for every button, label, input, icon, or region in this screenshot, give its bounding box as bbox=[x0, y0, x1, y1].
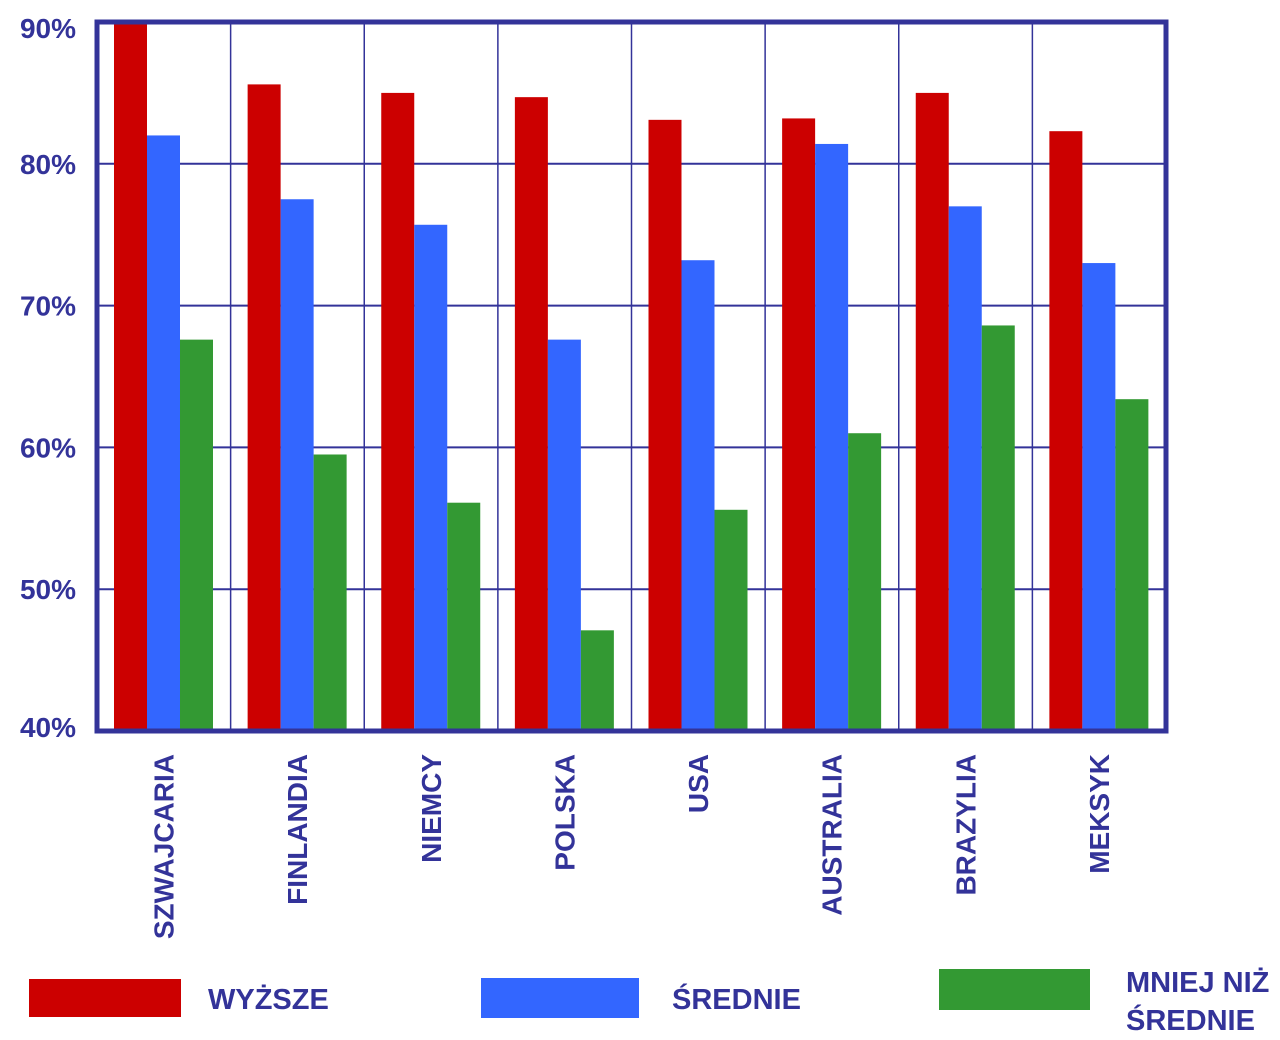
bar-meksyk-srednie bbox=[1082, 263, 1116, 731]
legend: WYŻSZE ŚREDNIE MNIEJ NIŻ ŚREDNIE bbox=[29, 967, 1269, 1037]
legend-swatch-mniej-niz-srednie bbox=[939, 969, 1090, 1010]
plot-border bbox=[94, 19, 1169, 734]
x-category-label-meksyk: MEKSYK bbox=[1084, 754, 1115, 874]
x-category-label-szwajcaria: SZWAJCARIA bbox=[149, 754, 180, 939]
y-tick-label-60: 60% bbox=[20, 432, 76, 463]
y-tick-label-50: 50% bbox=[20, 574, 76, 605]
bar-polska-wyzsze bbox=[514, 97, 548, 732]
bar-brazylia-srednie bbox=[948, 206, 982, 732]
bar-finlandia-srednie bbox=[280, 199, 314, 731]
bar-usa-mniej-niz-srednie bbox=[714, 509, 748, 731]
x-axis-categories: SZWAJCARIA FINLANDIA NIEMCY POLSKA USA AUSTRA… bbox=[149, 754, 1115, 939]
bar-szwajcaria-wyzsze bbox=[114, 22, 147, 731]
legend-swatch-wyzsze bbox=[29, 979, 181, 1017]
bar-niemcy-mniej-niz-srednie bbox=[447, 502, 481, 731]
legend-label-mniej-niz-srednie: MNIEJ NIŻ ŚREDNIE bbox=[1126, 967, 1269, 1037]
legend-swatch-srednie bbox=[481, 978, 639, 1018]
bar-finlandia-mniej-niz-srednie bbox=[313, 454, 347, 731]
bar-meksyk-wyzsze bbox=[1049, 131, 1083, 731]
legend-label-wyzsze: WYŻSZE bbox=[208, 984, 329, 1016]
bar-brazylia-wyzsze bbox=[915, 92, 949, 731]
bar-australia-wyzsze bbox=[782, 118, 816, 731]
bar-niemcy-wyzsze bbox=[381, 92, 415, 731]
bar-polska-srednie bbox=[547, 339, 581, 731]
bars bbox=[114, 22, 1149, 732]
y-tick-label-90: 90% bbox=[20, 13, 76, 44]
x-category-label-finlandia: FINLANDIA bbox=[282, 754, 313, 905]
legend-label-srednie: ŚREDNIE bbox=[672, 982, 801, 1016]
bar-australia-mniej-niz-srednie bbox=[848, 433, 882, 731]
y-tick-label-40: 40% bbox=[20, 712, 76, 743]
x-category-label-polska: POLSKA bbox=[549, 754, 580, 871]
bar-szwajcaria-mniej-niz-srednie bbox=[180, 339, 213, 731]
x-category-label-usa: USA bbox=[683, 754, 714, 813]
bar-usa-srednie bbox=[681, 260, 715, 731]
bar-szwajcaria-srednie bbox=[147, 135, 180, 731]
bar-polska-mniej-niz-srednie bbox=[580, 630, 614, 731]
y-axis-ticks: 40% 50% 60% 70% 80% 90% bbox=[20, 13, 76, 743]
y-tick-label-80: 80% bbox=[20, 149, 76, 180]
plot-frame bbox=[94, 19, 1169, 734]
x-category-label-australia: AUSTRALIA bbox=[817, 754, 848, 916]
bar-brazylia-mniej-niz-srednie bbox=[981, 325, 1015, 731]
bar-finlandia-wyzsze bbox=[247, 84, 281, 732]
y-tick-label-70: 70% bbox=[20, 291, 76, 322]
bar-usa-wyzsze bbox=[648, 119, 682, 732]
x-category-label-brazylia: BRAZYLIA bbox=[950, 754, 981, 896]
x-category-label-niemcy: NIEMCY bbox=[416, 754, 447, 863]
bar-meksyk-mniej-niz-srednie bbox=[1115, 399, 1149, 731]
bar-niemcy-srednie bbox=[414, 224, 448, 732]
bar-australia-srednie bbox=[815, 143, 849, 731]
